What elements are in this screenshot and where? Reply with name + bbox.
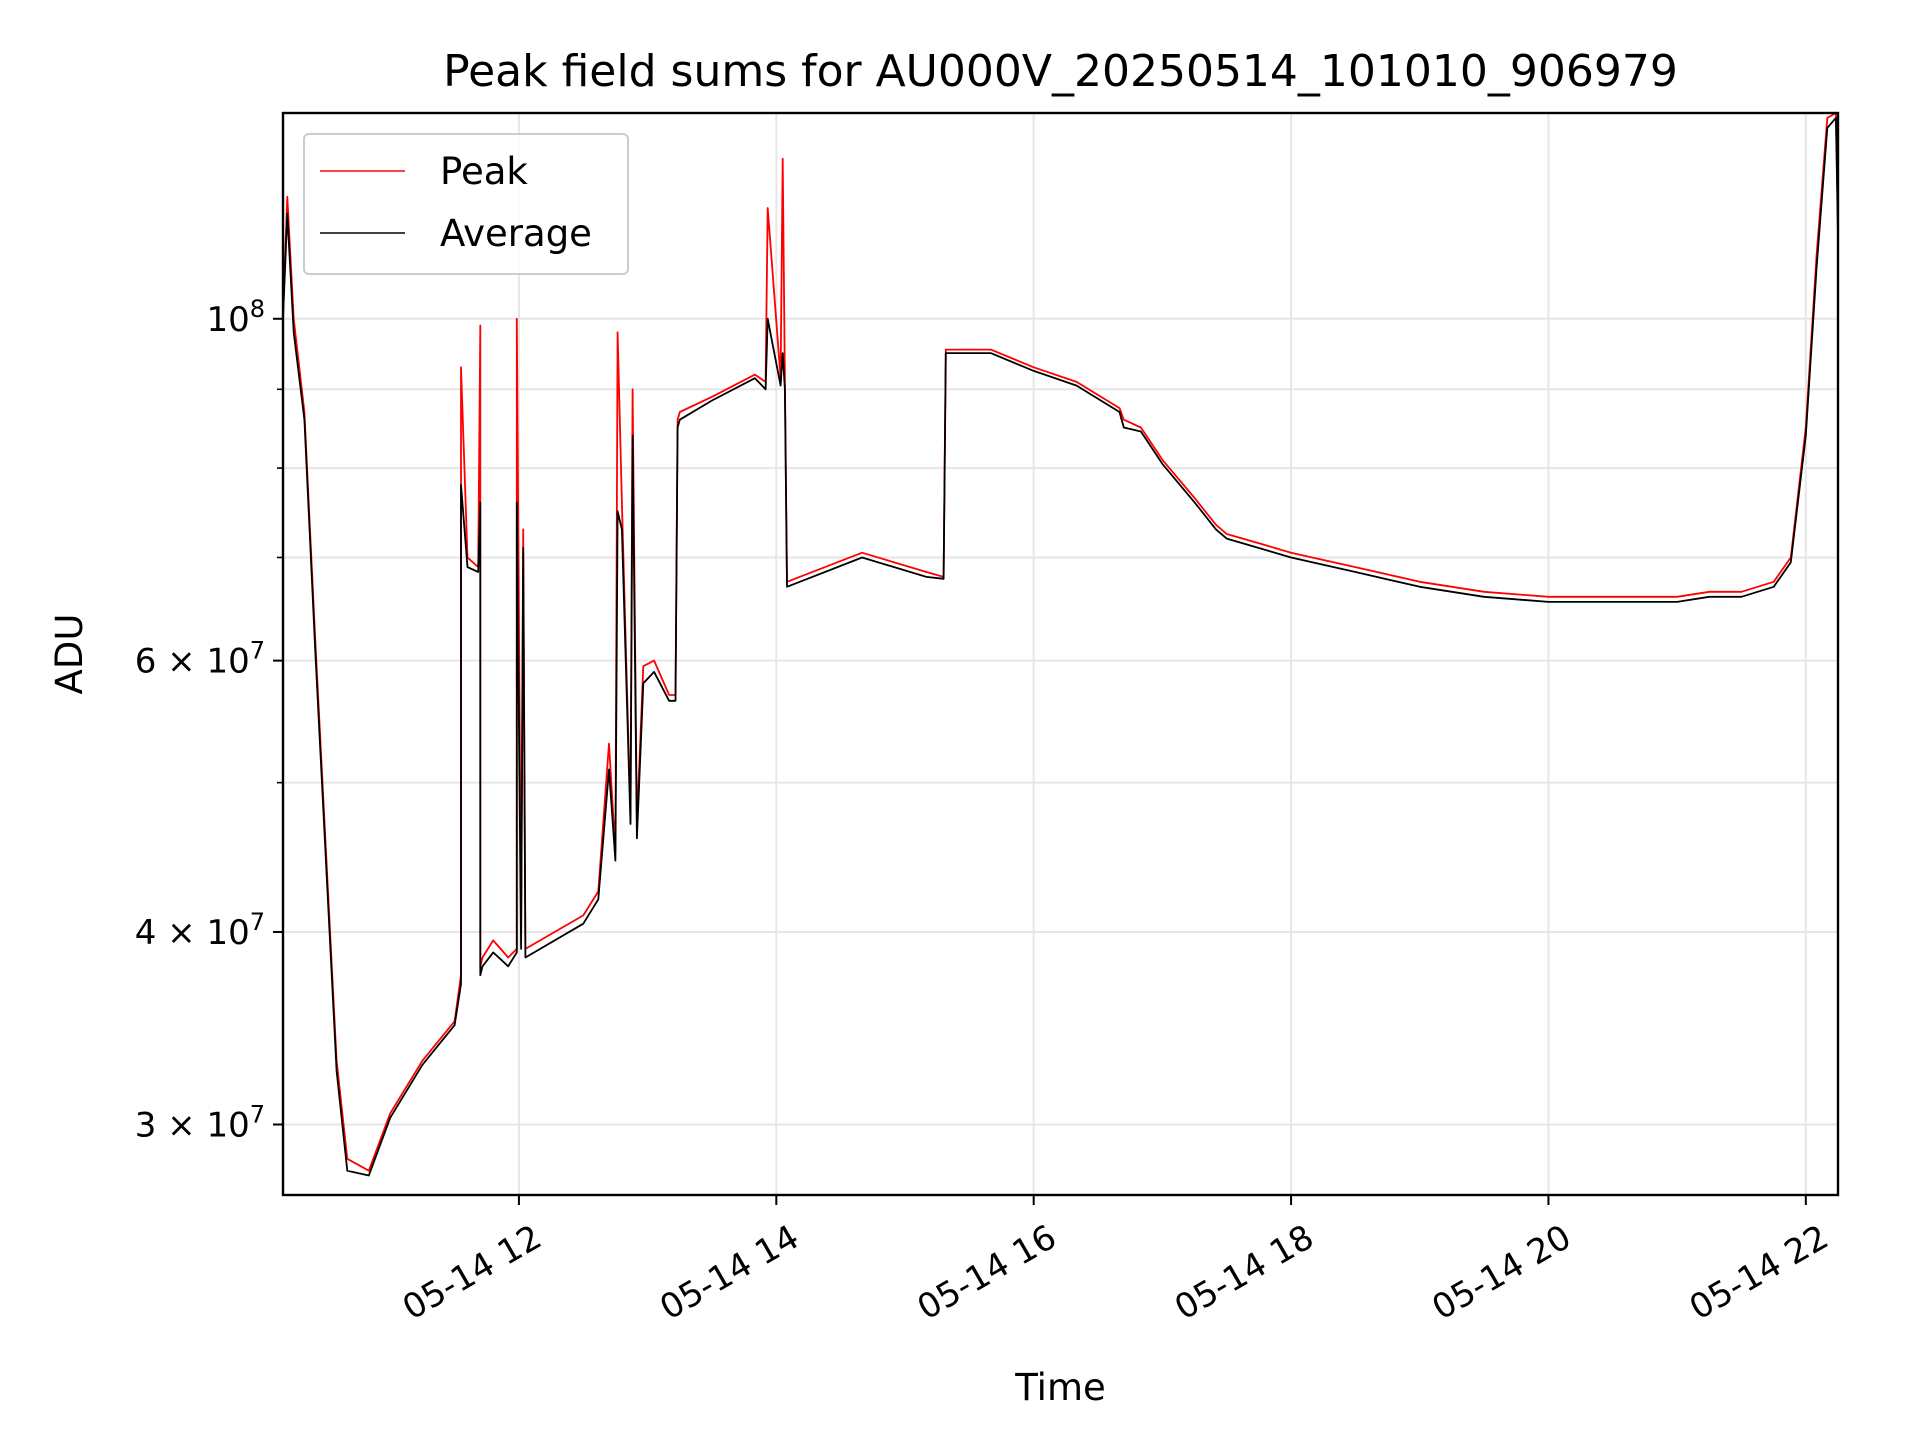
legend: Peak Average <box>303 133 629 275</box>
chart-title: Peak field sums for AU000V_20250514_1010… <box>443 46 1678 97</box>
y-tick-label: 3 × 107 <box>135 1100 265 1145</box>
y-tick-label: 108 <box>206 295 265 340</box>
y-axis-label: ADU <box>48 614 91 695</box>
axes-frame <box>281 111 1840 1197</box>
legend-box <box>303 133 629 275</box>
y-tick-label: 6 × 107 <box>135 637 265 682</box>
series-line-average <box>282 117 1839 1177</box>
x-axis-label: Time <box>1014 1366 1106 1409</box>
legend-label-peak: Peak <box>440 150 528 193</box>
legend-label-average: Average <box>440 212 592 255</box>
y-tick-label: 4 × 107 <box>135 908 265 953</box>
grid <box>283 113 1838 1195</box>
series-layer <box>282 112 1839 1177</box>
